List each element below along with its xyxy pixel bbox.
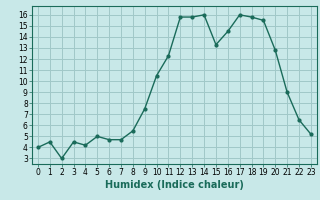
X-axis label: Humidex (Indice chaleur): Humidex (Indice chaleur) bbox=[105, 180, 244, 190]
